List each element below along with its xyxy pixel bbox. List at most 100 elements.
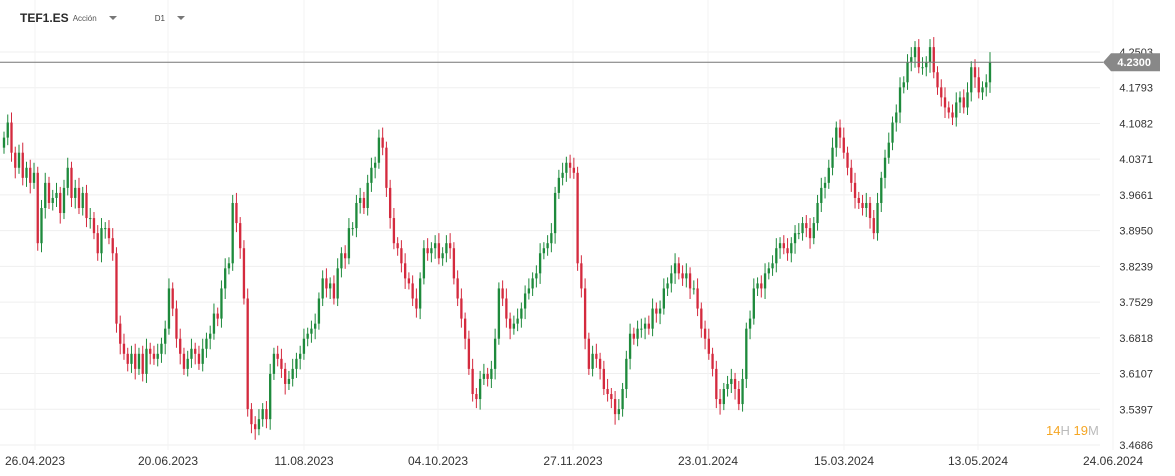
- candle-body: [673, 263, 677, 274]
- candle-body: [520, 308, 523, 319]
- x-tick-label: 23.01.2024: [678, 454, 738, 468]
- candle-body: [542, 248, 546, 254]
- candle-body: [261, 409, 264, 420]
- candle-body: [812, 223, 815, 239]
- candle-body: [149, 348, 152, 354]
- countdown-minutes: 19: [1073, 423, 1088, 438]
- candle-body: [194, 348, 197, 354]
- candle-body: [741, 378, 744, 405]
- candle-body: [970, 67, 973, 93]
- candle-body: [145, 348, 148, 374]
- candle-body: [880, 177, 883, 203]
- candle-body: [610, 394, 613, 400]
- candle-body: [752, 288, 755, 319]
- candle-body: [415, 298, 418, 309]
- timeframe-selector[interactable]: D1: [154, 13, 165, 23]
- candle-body: [700, 308, 703, 329]
- candle-body: [227, 263, 231, 269]
- x-tick-label: 24.06.2024: [1083, 454, 1143, 468]
- candle-body: [70, 167, 73, 198]
- candle-body: [59, 192, 62, 214]
- candle-body: [658, 308, 662, 314]
- candle-body: [220, 288, 223, 319]
- candle-body: [377, 137, 381, 163]
- candle-body: [572, 167, 576, 173]
- candle-body: [988, 62, 992, 83]
- candle-body: [853, 182, 857, 198]
- candle-body: [936, 72, 939, 88]
- candle-body: [81, 192, 84, 209]
- candle-body: [478, 378, 482, 400]
- candle-body: [831, 147, 834, 168]
- candle-body: [868, 202, 872, 219]
- candle-body: [396, 243, 399, 249]
- candle-body: [666, 283, 669, 289]
- candle-body: [921, 67, 924, 69]
- candle-body: [917, 47, 920, 68]
- candle-body: [512, 323, 516, 329]
- candle-body: [591, 353, 594, 369]
- candle-body: [636, 328, 639, 339]
- candle-body: [134, 353, 137, 369]
- candle-body: [239, 223, 242, 249]
- candle-body: [943, 97, 947, 108]
- candle-body: [156, 353, 159, 359]
- candle-body: [925, 62, 928, 68]
- symbol-dropdown-icon[interactable]: [108, 16, 117, 20]
- candle-body: [497, 288, 501, 339]
- candle-body: [44, 182, 47, 209]
- candle-countdown: 14H 19M: [1046, 423, 1099, 438]
- candle-body: [838, 127, 842, 138]
- candle-body: [501, 288, 504, 299]
- candle-body: [152, 353, 156, 359]
- candle-body: [6, 122, 9, 138]
- candle-body: [422, 248, 426, 279]
- candle-body: [625, 358, 628, 389]
- candle-body: [302, 338, 306, 354]
- candle-body: [122, 343, 126, 354]
- candle-body: [508, 318, 512, 329]
- candle-body: [366, 182, 369, 209]
- candle-body: [111, 238, 114, 254]
- candle-body: [490, 368, 493, 379]
- candle-body: [531, 278, 534, 289]
- candle-body: [895, 112, 898, 123]
- candle-body: [760, 283, 763, 289]
- candle-body: [25, 167, 28, 178]
- timeframe-dropdown-icon[interactable]: [176, 16, 185, 20]
- candle-body: [126, 353, 129, 364]
- candle-body: [340, 253, 343, 269]
- candle-body: [314, 323, 317, 329]
- candle-body: [370, 167, 373, 183]
- current-price-label: 4.2300: [1117, 57, 1151, 69]
- candle-body: [130, 353, 133, 364]
- candle-body: [662, 288, 665, 309]
- countdown-minutes-unit: M: [1087, 423, 1099, 438]
- candle-body: [651, 308, 654, 329]
- candle-body: [17, 152, 21, 168]
- candle-body: [587, 338, 591, 369]
- candle-body: [733, 378, 737, 389]
- candle-body: [272, 353, 276, 374]
- candle-body: [362, 197, 366, 209]
- candle-body: [913, 47, 917, 58]
- candle-body: [358, 197, 362, 203]
- candle-body: [77, 187, 81, 209]
- candle-body: [310, 328, 313, 334]
- candle-body: [546, 243, 549, 249]
- candle-body: [598, 358, 602, 369]
- candle-body: [632, 333, 636, 339]
- y-tick-label: 4.1793: [1119, 83, 1153, 95]
- candle-body: [284, 368, 287, 384]
- candle-body: [527, 288, 531, 294]
- candle-body: [246, 298, 249, 410]
- y-tick-label: 3.9661: [1119, 190, 1153, 202]
- candle-body: [898, 87, 902, 113]
- candle-body: [606, 388, 609, 395]
- candle-body: [426, 248, 429, 254]
- x-tick-label: 04.10.2023: [408, 454, 468, 468]
- y-tick-label: 4.1082: [1119, 118, 1153, 130]
- candle-body: [745, 328, 748, 379]
- candle-body: [557, 177, 561, 193]
